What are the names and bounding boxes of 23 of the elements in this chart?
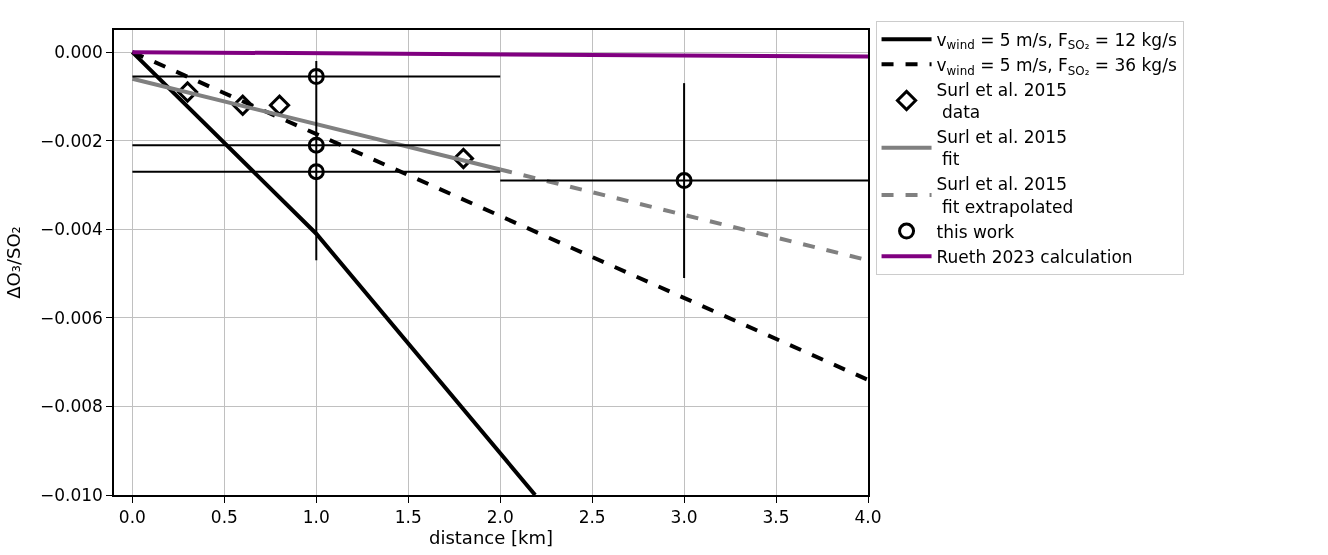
legend-label: v$_{wind}$ = 5 m/s, F$_{SO₂}$ = 36 kg/s <box>936 54 1177 78</box>
x-tick-label: 4.0 <box>854 507 882 528</box>
legend-label: Rueth 2023 calculation <box>936 246 1133 267</box>
y-tick-label: −0.006 <box>39 307 103 328</box>
x-tick-label: 0.0 <box>118 507 146 528</box>
y-tick-label: −0.002 <box>39 130 103 151</box>
y-axis-title: ΔO₃/SO₂ <box>2 226 24 299</box>
y-tick-label: −0.004 <box>39 219 103 240</box>
x-tick-label: 3.5 <box>762 507 790 528</box>
y-tick-label: −0.008 <box>39 396 103 417</box>
y-tick-label: −0.010 <box>39 484 103 505</box>
legend-label: v$_{wind}$ = 5 m/s, F$_{SO₂}$ = 12 kg/s <box>936 29 1177 53</box>
x-tick-label: 1.5 <box>394 507 422 528</box>
legend-label: this work <box>936 221 1015 242</box>
legend-label: Surl et al. 2015 data <box>936 80 1067 123</box>
x-tick-label: 1.0 <box>302 507 330 528</box>
x-tick-label: 3.0 <box>670 507 698 528</box>
y-tick-label: 0.000 <box>54 42 103 63</box>
x-tick-label: 2.5 <box>578 507 606 528</box>
legend-label: Surl et al. 2015 fit <box>936 127 1067 170</box>
x-tick-label: 2.0 <box>486 507 514 528</box>
x-axis-title: distance [km] <box>429 527 553 549</box>
x-tick-label: 0.5 <box>210 507 238 528</box>
